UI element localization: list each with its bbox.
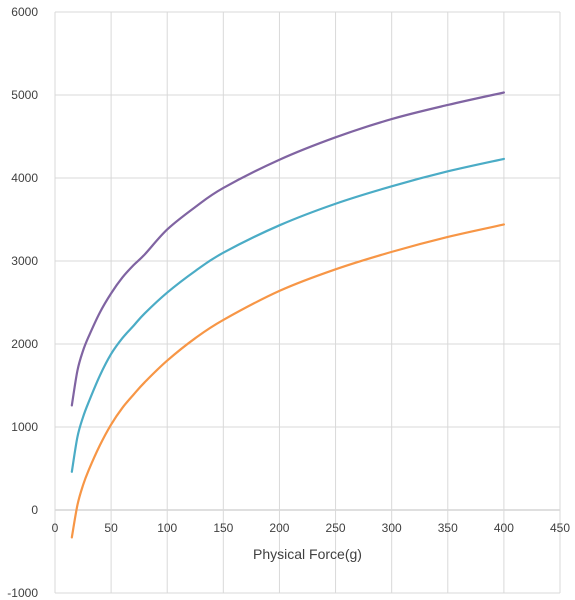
x-tick-label: 150 (213, 521, 233, 535)
y-tick-label: 6000 (11, 5, 38, 19)
x-axis-title: Physical Force(g) (253, 546, 362, 562)
x-axis-tick-labels: 0 50 100 150 200 250 300 350 400 450 (52, 521, 571, 535)
y-tick-label: 3000 (11, 254, 38, 268)
series-line-3 (70, 223, 505, 539)
y-tick-label: 0 (31, 503, 38, 517)
x-tick-label: 250 (326, 521, 346, 535)
x-tick-label: 0 (52, 521, 59, 535)
x-tick-label: 200 (269, 521, 289, 535)
y-tick-label: 4000 (11, 171, 38, 185)
series-layer (70, 91, 505, 539)
series-line-2 (70, 157, 505, 473)
x-tick-label: 450 (550, 521, 570, 535)
x-tick-label: 300 (382, 521, 402, 535)
y-tick-label: 5000 (11, 88, 38, 102)
y-tick-label: -1000 (7, 586, 38, 600)
y-axis-tick-labels: -1000 0 1000 2000 3000 4000 5000 6000 (7, 5, 38, 600)
y-tick-label: 1000 (11, 420, 38, 434)
series-line-1 (70, 91, 505, 407)
gridlines (54, 11, 561, 594)
x-tick-label: 50 (104, 521, 118, 535)
x-tick-label: 350 (438, 521, 458, 535)
x-tick-label: 400 (494, 521, 514, 535)
x-tick-label: 100 (157, 521, 177, 535)
y-tick-label: 2000 (11, 337, 38, 351)
